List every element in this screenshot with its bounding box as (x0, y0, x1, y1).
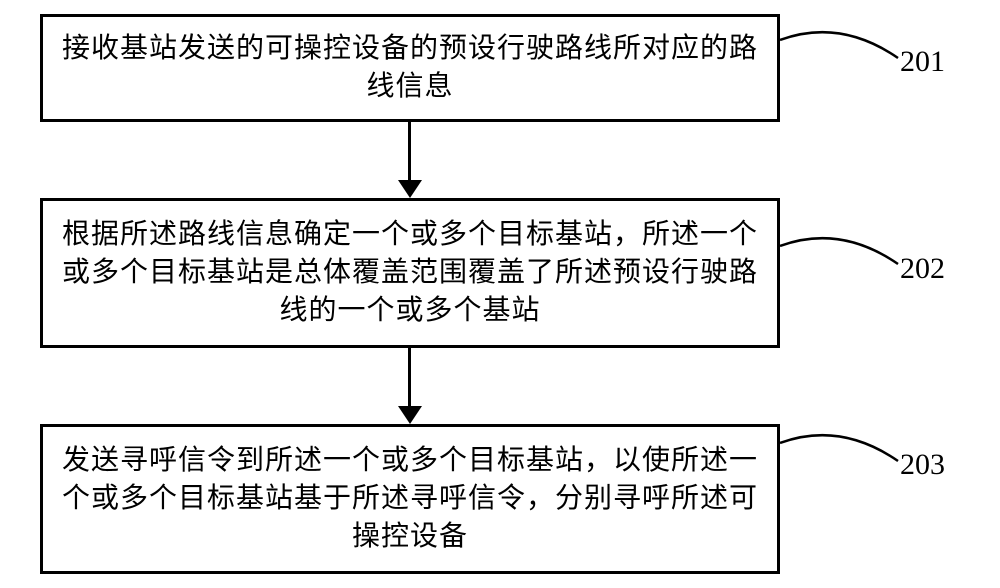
step-label-202: 202 (900, 252, 945, 286)
flow-step-3: 发送寻呼信令到所述一个或多个目标基站，以使所述一个或多个目标基站基于所述寻呼信令… (40, 424, 780, 574)
flow-step-3-text: 发送寻呼信令到所述一个或多个目标基站，以使所述一个或多个目标基站基于所述寻呼信令… (61, 442, 759, 555)
arrow-2-3-head (398, 406, 422, 424)
arrow-2-3-stem (408, 348, 411, 406)
flow-step-1-text: 接收基站发送的可操控设备的预设行驶路线所对应的路线信息 (61, 30, 759, 106)
arrow-1-2-stem (408, 122, 411, 180)
step-label-201: 201 (900, 45, 945, 79)
connector-3 (780, 418, 910, 478)
flow-step-2: 根据所述路线信息确定一个或多个目标基站，所述一个或多个目标基站是总体覆盖范围覆盖… (40, 198, 780, 348)
flow-step-2-text: 根据所述路线信息确定一个或多个目标基站，所述一个或多个目标基站是总体覆盖范围覆盖… (61, 216, 759, 329)
flowchart-canvas: 接收基站发送的可操控设备的预设行驶路线所对应的路线信息 201 根据所述路线信息… (0, 0, 1000, 588)
connector-1 (780, 14, 910, 74)
flow-step-1: 接收基站发送的可操控设备的预设行驶路线所对应的路线信息 (40, 14, 780, 122)
step-label-203: 203 (900, 448, 945, 482)
arrow-1-2-head (398, 180, 422, 198)
connector-2 (780, 222, 910, 282)
